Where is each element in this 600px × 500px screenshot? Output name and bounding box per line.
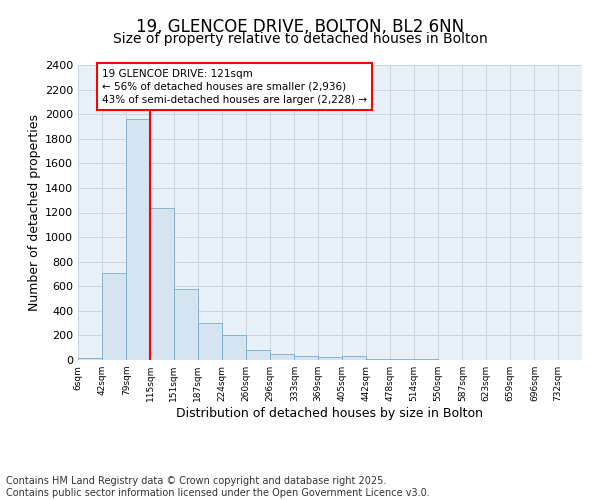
Bar xyxy=(318,357,342,360)
Bar xyxy=(174,290,198,360)
Bar xyxy=(294,356,318,360)
Text: Contains HM Land Registry data © Crown copyright and database right 2025.
Contai: Contains HM Land Registry data © Crown c… xyxy=(6,476,430,498)
Bar xyxy=(222,336,246,360)
Bar xyxy=(150,208,174,360)
Text: 19 GLENCOE DRIVE: 121sqm
← 56% of detached houses are smaller (2,936)
43% of sem: 19 GLENCOE DRIVE: 121sqm ← 56% of detach… xyxy=(102,68,367,105)
Bar xyxy=(78,358,102,360)
Bar xyxy=(246,350,270,360)
Text: Size of property relative to detached houses in Bolton: Size of property relative to detached ho… xyxy=(113,32,487,46)
Bar xyxy=(342,356,367,360)
X-axis label: Distribution of detached houses by size in Bolton: Distribution of detached houses by size … xyxy=(176,407,484,420)
Text: 19, GLENCOE DRIVE, BOLTON, BL2 6NN: 19, GLENCOE DRIVE, BOLTON, BL2 6NN xyxy=(136,18,464,36)
Bar xyxy=(198,322,222,360)
Y-axis label: Number of detached properties: Number of detached properties xyxy=(28,114,41,311)
Bar xyxy=(102,272,126,360)
Bar xyxy=(270,354,294,360)
Bar xyxy=(126,119,150,360)
